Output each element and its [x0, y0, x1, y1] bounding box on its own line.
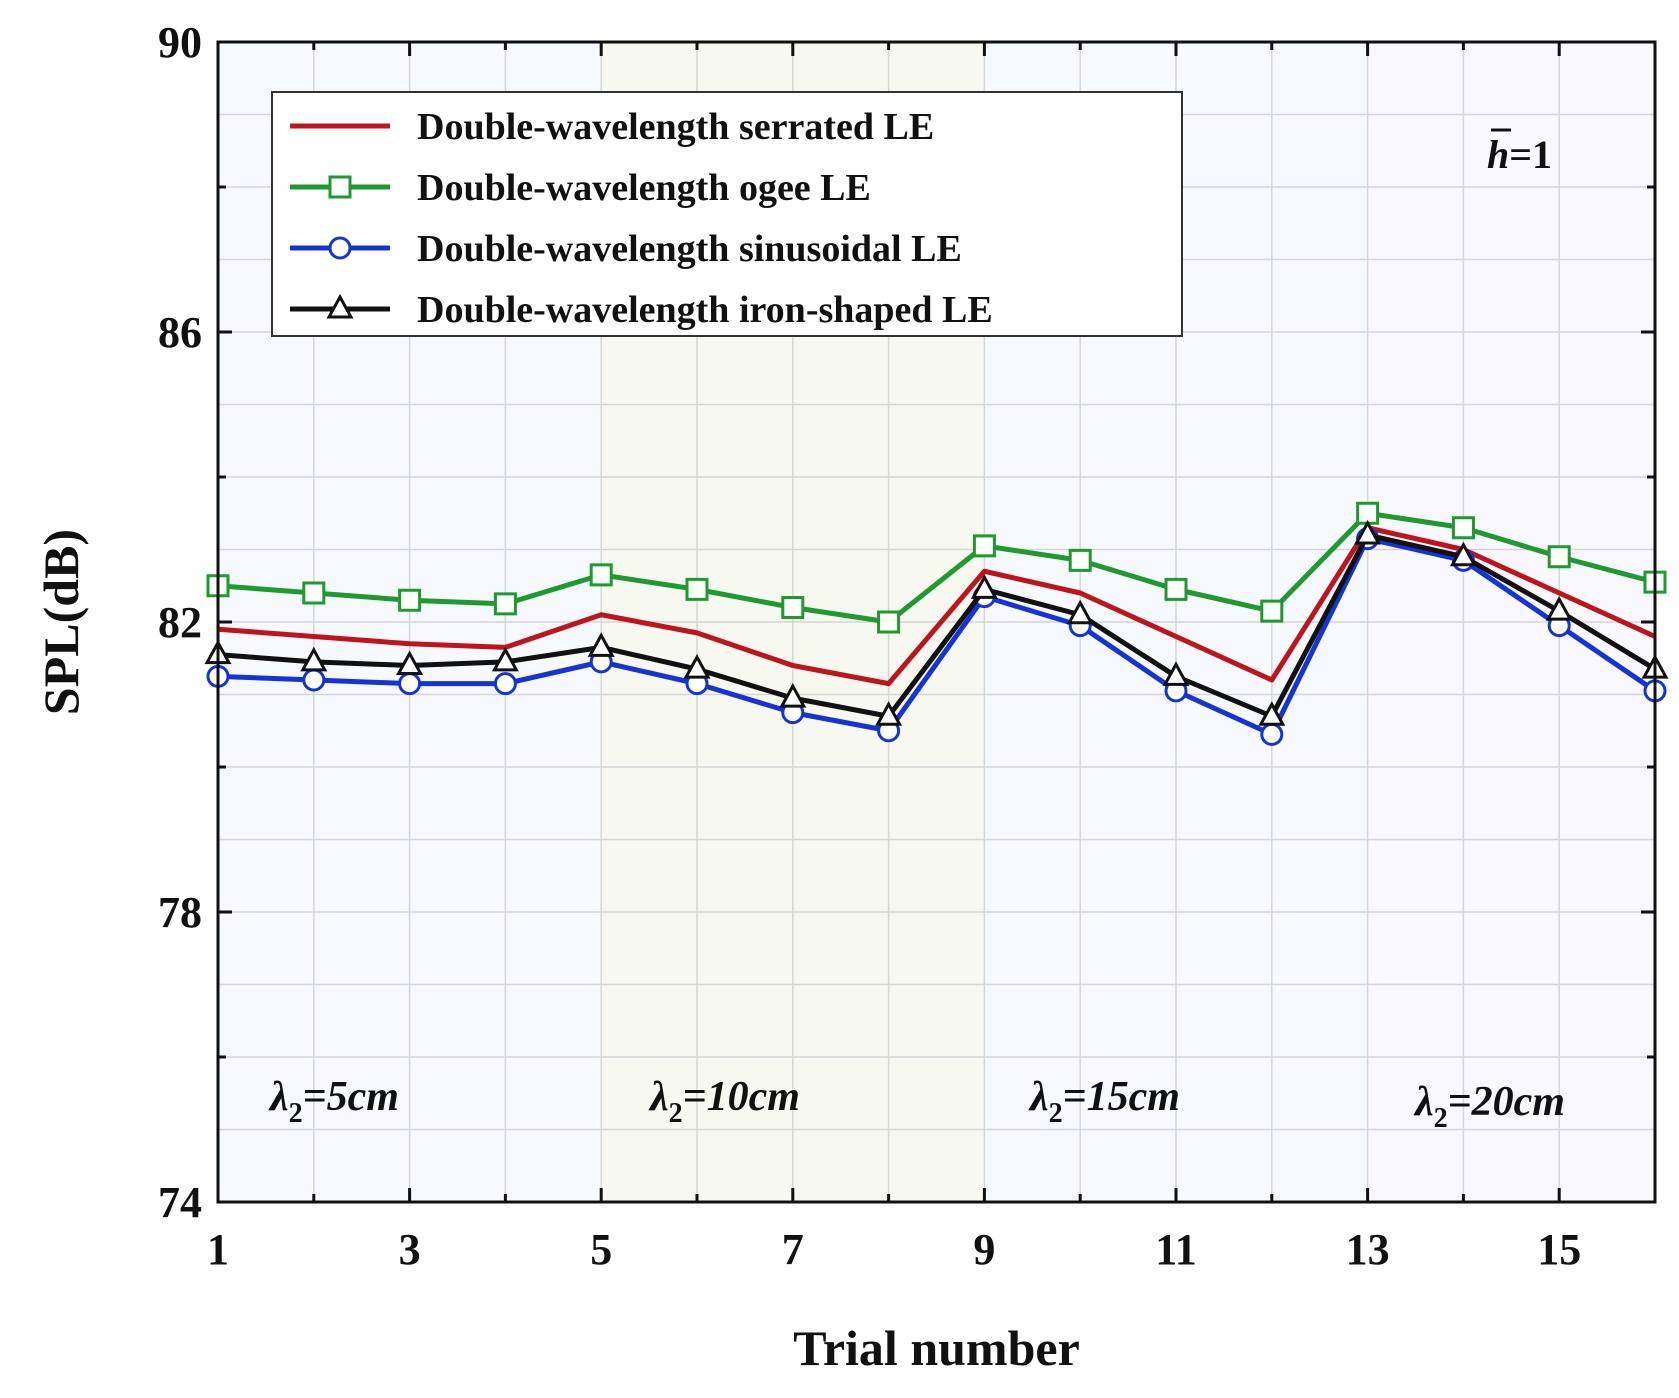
series-double-wavelength-serrated-le [217, 525, 1657, 687]
series-line [217, 536, 1657, 737]
h-bar-annotation: h=1 [1487, 128, 1552, 177]
legend-swatch-marker [328, 175, 352, 199]
region-label: λ2=10cm [648, 1074, 800, 1129]
series-point [875, 701, 903, 726]
series-double-wavelength-iron-shaped-le [204, 519, 1669, 726]
series-point [685, 577, 709, 601]
series-point [587, 632, 615, 657]
series-point [493, 592, 517, 616]
series-point [877, 610, 901, 634]
region-label: λ2=15cm [1028, 1074, 1180, 1129]
series-point [398, 672, 422, 696]
series-point [1354, 519, 1382, 545]
legend-label: Double-wavelength ogee LE [417, 167, 871, 209]
series-line [217, 525, 1657, 687]
series-point [1260, 599, 1284, 623]
series-point [589, 563, 613, 587]
region-label-value: =15cm [1063, 1074, 1180, 1120]
series-point [1068, 548, 1092, 572]
y-tick-label: 82 [158, 598, 202, 647]
series-point [683, 654, 711, 679]
series-point [302, 668, 326, 692]
x-tick-label: 7 [782, 1225, 804, 1274]
region-label-lambda: λ [1413, 1079, 1434, 1125]
series-point [398, 588, 422, 612]
x-tick-label: 5 [590, 1225, 612, 1274]
legend-box [271, 91, 1183, 337]
x-tick-label: 11 [1155, 1225, 1197, 1274]
series-point [1258, 701, 1286, 726]
legend-label: Double-wavelength iron-shaped LE [417, 289, 993, 331]
series-point [1449, 541, 1477, 567]
y-axis-title: SPL(dB) [33, 529, 89, 715]
legend-label: Double-wavelength sinusoidal LE [417, 228, 962, 270]
series-point [1260, 722, 1284, 746]
y-tick-label: 90 [158, 18, 202, 67]
legend-entry: Double-wavelength ogee LE [290, 167, 871, 209]
region-label-lambda: λ [268, 1074, 289, 1120]
legend-swatch-marker [326, 293, 354, 319]
series-point [302, 581, 326, 605]
series-point [972, 534, 996, 558]
region-label-value: =10cm [683, 1074, 800, 1120]
series-point [1164, 577, 1188, 601]
series-lines [204, 501, 1669, 746]
region-label: λ2=5cm [268, 1074, 399, 1129]
x-tick-label: 13 [1346, 1225, 1390, 1274]
series-point [1162, 661, 1190, 686]
series-point [396, 650, 424, 675]
series-point [779, 683, 807, 708]
h-bar-symbol: h [1487, 132, 1509, 177]
series-line [217, 510, 1656, 625]
series-point [1547, 545, 1571, 569]
region-labels: λ2=5cm λ2=10cm λ2=15cm λ2=20cm [268, 1074, 1565, 1134]
h-bar-text: h=1 [1487, 132, 1552, 177]
series-point [300, 646, 328, 672]
x-axis-title: Trial number [793, 1320, 1080, 1376]
series-point [491, 646, 519, 672]
region-label-lambda: λ [648, 1074, 669, 1120]
region-label-subscript: 2 [1049, 1098, 1063, 1129]
legend-entry: Double-wavelength sinusoidal LE [290, 228, 962, 270]
series-point [1451, 516, 1475, 540]
series-point [1066, 599, 1094, 625]
region-label-subscript: 2 [289, 1098, 303, 1129]
series-point [1545, 596, 1573, 621]
x-tick-label: 1 [207, 1225, 229, 1274]
series-line [217, 532, 1657, 719]
y-tick-label: 86 [158, 308, 202, 357]
region-label-lambda: λ [1028, 1074, 1049, 1120]
region-label: λ2=20cm [1413, 1079, 1565, 1134]
legend: Double-wavelength serrated LE Double-wave… [271, 91, 1183, 337]
legend-label: Double-wavelength serrated LE [417, 106, 934, 148]
x-tick-label: 3 [399, 1225, 421, 1274]
legend-entry: Double-wavelength iron-shaped LE [290, 289, 993, 331]
legend-swatch-marker [328, 236, 352, 260]
y-tick-label: 74 [158, 1178, 202, 1227]
x-tick-label: 9 [973, 1225, 995, 1274]
region-label-value: =5cm [303, 1074, 399, 1120]
region-label-subscript: 2 [1434, 1103, 1448, 1134]
region-label-value: =20cm [1448, 1079, 1565, 1125]
series-point [970, 574, 998, 599]
h-bar-value: =1 [1509, 132, 1552, 177]
series-point [781, 596, 805, 619]
series-point [493, 672, 517, 696]
y-tick-label: 78 [158, 888, 202, 937]
region-label-subscript: 2 [669, 1098, 683, 1129]
x-tick-label: 15 [1537, 1225, 1581, 1274]
legend-entry: Double-wavelength serrated LE [290, 106, 934, 148]
